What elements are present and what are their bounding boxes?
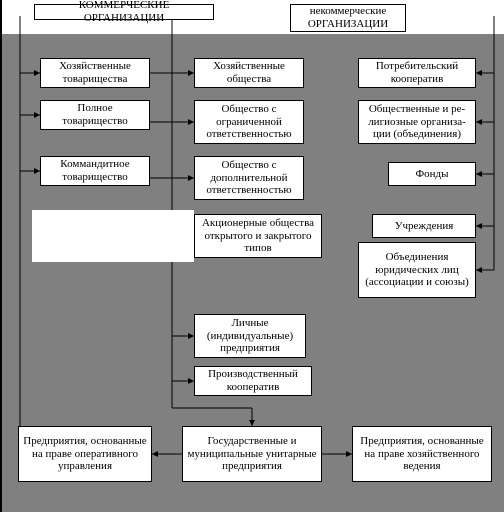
box-right_bottom: Предприятия, основанные на праве хозяйст…	[352, 426, 492, 482]
box-hoz_tov: Хозяйственные товарищества	[40, 58, 150, 88]
box-mid_bottom: Государственные и муниципальные унитарны…	[182, 426, 322, 482]
box-polnoe: Полное товарищество	[40, 100, 150, 130]
box-odo: Общество с дополнительной ответственност…	[194, 156, 304, 200]
box-potreb: Потребительский кооператив	[358, 58, 476, 88]
box-ao: Акционерные общества открытого и закрыто…	[194, 214, 322, 258]
box-assoc: Объединения юридических лиц (ассоциации …	[358, 242, 476, 298]
box-proizv_koop: Производственный кооператив	[194, 366, 312, 396]
box-kommandit: Коммандитное товарищество	[40, 156, 150, 186]
box-hoz_obs: Хозяйственные общества	[194, 58, 304, 88]
diagram-canvas: КОММЕРЧЕСКИЕ ОРГАНИЗАЦИИ некоммерческие О…	[0, 0, 504, 512]
box-header_commercial: КОММЕРЧЕСКИЕ ОРГАНИЗАЦИИ	[34, 4, 214, 20]
box-religion: Общественные и ре­лигиозные организа­ции…	[358, 100, 476, 144]
box-lichnye: Личные (индивидуальные) предприятия	[194, 314, 306, 358]
box-whiteband	[32, 210, 194, 262]
box-uchrezh: Учреждения	[372, 214, 476, 238]
box-left_bottom: Предприятия, основанные на праве операти…	[18, 426, 152, 482]
box-fondy: Фонды	[388, 162, 476, 186]
box-header_noncommercial: некоммерческие ОРГАНИЗАЦИИ	[290, 4, 406, 32]
box-ooo: Общество с ограниченной ответственностью	[194, 100, 304, 144]
